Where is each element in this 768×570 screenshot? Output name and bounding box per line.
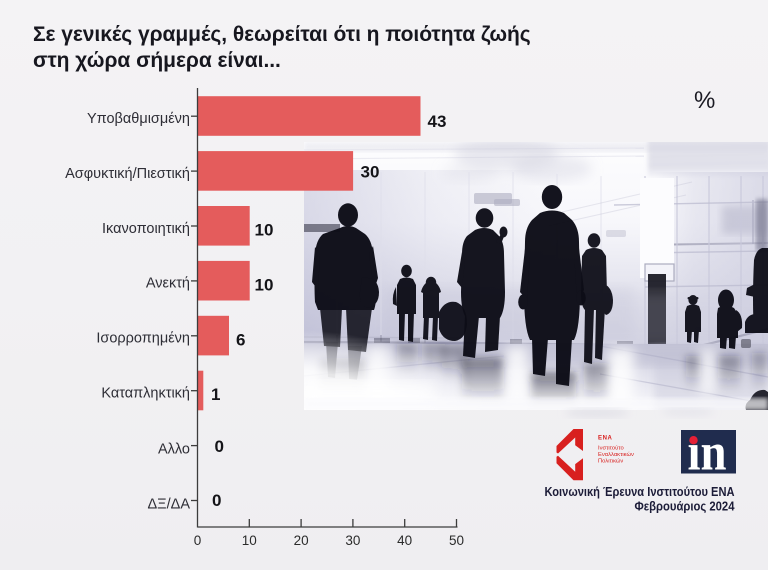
svg-text:1: 1 (211, 385, 220, 404)
svg-text:Ινστιτούτο: Ινστιτούτο (598, 446, 624, 452)
svg-text:Κοινωνική Έρευνα Ινστιτούτου Ε: Κοινωνική Έρευνα Ινστιτούτου ΕΝΑ (545, 484, 736, 499)
svg-text:Πολιτικών: Πολιτικών (598, 459, 623, 465)
svg-text:Φεβρουάριος 2024: Φεβρουάριος 2024 (635, 499, 736, 514)
svg-text:Σε γενικές γραμμές, θεωρείται: Σε γενικές γραμμές, θεωρείται ότι η ποιό… (33, 23, 531, 46)
svg-text:στη χώρα σήμερα είναι...: στη χώρα σήμερα είναι... (33, 49, 281, 72)
svg-text:0: 0 (194, 533, 202, 548)
svg-text:30: 30 (361, 162, 380, 181)
svg-text:10: 10 (242, 533, 257, 548)
svg-text:Καταπληκτική: Καταπληκτική (101, 386, 190, 402)
svg-text:ENA: ENA (598, 436, 613, 442)
svg-text:10: 10 (255, 275, 274, 294)
svg-text:43: 43 (428, 112, 447, 131)
svg-text:Ασφυκτική/Πιεστική: Ασφυκτική/Πιεστική (65, 166, 190, 182)
svg-text:50: 50 (449, 533, 464, 548)
svg-text:Ικανοποιητική: Ικανοποιητική (102, 221, 190, 237)
svg-text:0: 0 (212, 491, 221, 510)
svg-text:10: 10 (255, 221, 274, 240)
svg-text:30: 30 (345, 533, 360, 548)
svg-text:ΔΞ/ΔΑ: ΔΞ/ΔΑ (148, 496, 191, 512)
svg-text:Ισορροπημένη: Ισορροπημένη (96, 331, 190, 347)
svg-text:Εναλλακτικών: Εναλλακτικών (598, 452, 634, 458)
svg-text:%: % (694, 87, 715, 114)
svg-text:40: 40 (397, 533, 412, 548)
svg-text:Υποβαθμισμένη: Υποβαθμισμένη (87, 111, 190, 127)
svg-text:ın: ın (688, 424, 727, 482)
svg-text:Αλλο: Αλλο (158, 442, 190, 458)
svg-text:0: 0 (215, 437, 224, 456)
svg-text:Ανεκτή: Ανεκτή (146, 276, 190, 292)
svg-text:20: 20 (294, 533, 309, 548)
svg-text:6: 6 (236, 330, 245, 349)
